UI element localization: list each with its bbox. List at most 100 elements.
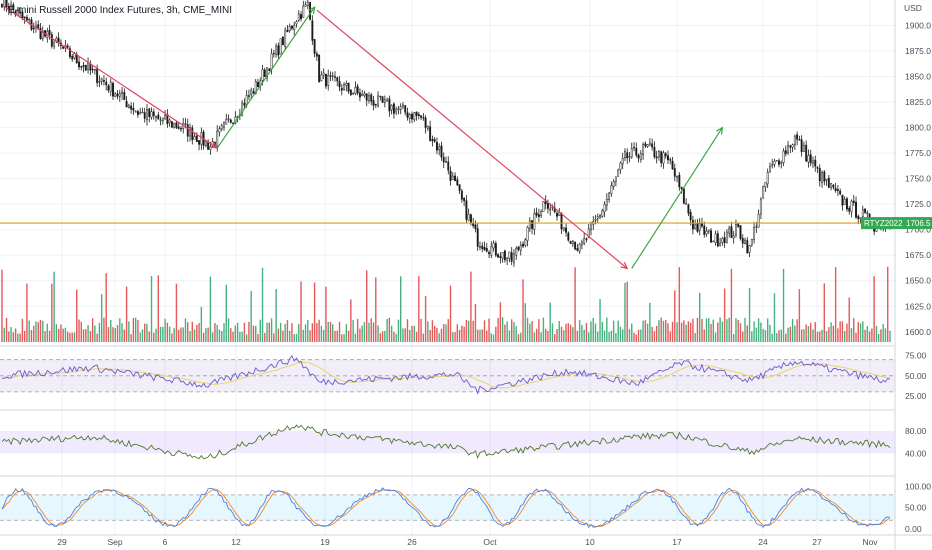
time-axis[interactable]: 29 Sep 6 12 19 26 Oct 10 17 24 27 Nov bbox=[57, 537, 878, 547]
candle-body bbox=[599, 215, 601, 218]
candle-body bbox=[127, 105, 130, 108]
trendline-segment[interactable] bbox=[216, 6, 316, 149]
candle-body bbox=[161, 117, 164, 122]
candle-body bbox=[746, 240, 749, 254]
candle bbox=[673, 163, 676, 182]
trendlines[interactable] bbox=[0, 4, 895, 270]
candle bbox=[490, 241, 493, 259]
candle-body bbox=[728, 227, 731, 234]
candle-body bbox=[696, 223, 699, 232]
volume-bar bbox=[837, 328, 839, 342]
candle bbox=[327, 69, 330, 91]
trendline-segment[interactable] bbox=[1, 4, 218, 149]
volume-bar bbox=[683, 320, 685, 342]
candle bbox=[633, 142, 635, 152]
candle bbox=[268, 68, 271, 71]
volume-bar bbox=[53, 271, 55, 342]
candle bbox=[601, 208, 604, 218]
volume-bar bbox=[327, 321, 329, 342]
candle-body bbox=[275, 45, 278, 55]
candle bbox=[404, 105, 407, 116]
candle-body bbox=[431, 139, 434, 141]
volume-bar bbox=[760, 322, 762, 342]
candle-body bbox=[365, 93, 368, 101]
volume-bar bbox=[399, 276, 402, 342]
volume-bar bbox=[447, 319, 449, 342]
candle-body bbox=[420, 115, 423, 118]
candle-body bbox=[404, 105, 407, 113]
candle bbox=[227, 114, 230, 123]
volume-bar bbox=[155, 328, 157, 342]
candle-body bbox=[791, 144, 794, 148]
volume-bar bbox=[26, 283, 28, 342]
candle-body bbox=[247, 95, 250, 97]
candle bbox=[69, 45, 71, 60]
candle-body bbox=[454, 175, 457, 182]
candle-body bbox=[112, 82, 114, 97]
candle-body bbox=[814, 159, 817, 167]
volume-bar bbox=[578, 320, 581, 342]
volume-bar bbox=[617, 320, 619, 342]
volume-bar bbox=[350, 299, 352, 342]
price-tick-label: 1800.0 bbox=[905, 123, 931, 133]
candle bbox=[207, 139, 210, 150]
trendline-uptrend-1[interactable] bbox=[216, 6, 316, 149]
candle bbox=[311, 15, 314, 45]
candle-body bbox=[685, 203, 688, 205]
volume-bar bbox=[221, 331, 223, 342]
candle-body bbox=[277, 45, 280, 56]
candle bbox=[678, 172, 681, 191]
volume-bar bbox=[44, 331, 46, 342]
candle bbox=[291, 25, 293, 31]
volume-bar bbox=[830, 322, 832, 342]
volume-bar bbox=[313, 282, 316, 342]
time-tick-label: Oct bbox=[483, 537, 497, 547]
time-tick-label: 26 bbox=[407, 537, 417, 547]
trendline-uptrend-projection[interactable] bbox=[631, 126, 724, 269]
volume-bar bbox=[35, 321, 37, 342]
candle bbox=[732, 230, 735, 244]
volume-bar bbox=[816, 331, 819, 342]
trendline-segment[interactable] bbox=[631, 127, 723, 269]
volume-bar bbox=[361, 325, 363, 342]
candle-body bbox=[469, 214, 472, 223]
candle bbox=[488, 250, 490, 258]
volume-bar bbox=[189, 331, 191, 342]
candle bbox=[648, 138, 651, 147]
candle-body bbox=[447, 161, 450, 171]
candle bbox=[567, 231, 570, 242]
candle bbox=[735, 219, 737, 238]
trendline-downtrend-2[interactable] bbox=[316, 9, 629, 270]
candle bbox=[399, 103, 402, 115]
volume-bar bbox=[653, 331, 656, 342]
volume-bar bbox=[157, 275, 160, 342]
trendline-segment[interactable] bbox=[316, 9, 628, 269]
volume-bar bbox=[515, 326, 517, 342]
candle bbox=[272, 49, 275, 58]
volume-bar bbox=[309, 330, 311, 342]
volume-bar bbox=[481, 329, 483, 342]
candle bbox=[791, 143, 794, 153]
volume-bar bbox=[413, 325, 415, 342]
candle bbox=[451, 172, 454, 180]
volume-bar bbox=[685, 324, 687, 342]
candle-body bbox=[146, 109, 148, 120]
candle-body bbox=[429, 126, 432, 141]
candle-body bbox=[542, 201, 545, 212]
price-tick-label: 1850.0 bbox=[905, 72, 931, 82]
candle bbox=[562, 227, 565, 232]
symbol-title[interactable]: E-mini Russell 2000 Index Futures, 3h, C… bbox=[8, 5, 232, 16]
volume-bar bbox=[211, 332, 214, 342]
volume-bar bbox=[696, 317, 699, 342]
volume-bar bbox=[563, 330, 565, 342]
candle bbox=[422, 113, 425, 121]
candle bbox=[773, 158, 776, 168]
volume-bar bbox=[732, 334, 735, 342]
candle bbox=[766, 168, 769, 188]
candle bbox=[725, 229, 728, 244]
volume-bar bbox=[796, 319, 798, 342]
candle-body bbox=[485, 247, 488, 252]
volume-bar bbox=[1, 269, 3, 342]
